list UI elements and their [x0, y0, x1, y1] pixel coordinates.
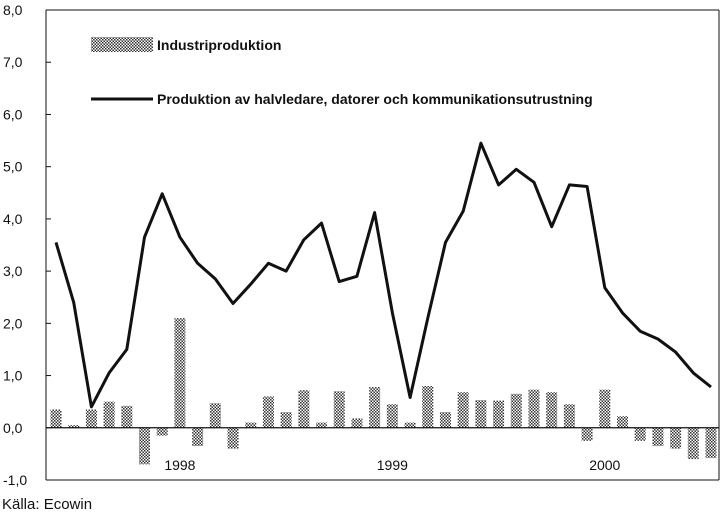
y-tick-label: 4,0 — [3, 211, 23, 227]
bar — [50, 409, 62, 428]
bar — [351, 418, 363, 428]
bar — [670, 427, 682, 449]
bar — [599, 389, 611, 428]
bar — [404, 422, 416, 428]
bar — [298, 390, 310, 428]
line-series-halvledare — [54, 141, 712, 409]
bar — [422, 386, 434, 428]
bar — [581, 427, 593, 441]
bar — [510, 393, 522, 428]
bar — [563, 404, 575, 428]
y-tick-label: 5,0 — [3, 159, 23, 175]
y-tick-label: 8,0 — [3, 2, 23, 18]
bar — [493, 400, 505, 428]
bar — [316, 422, 328, 428]
y-axis: 8,0 7,0 6,0 5,0 4,0 3,0 2,0 1,0 0,0 -1,0 — [3, 2, 51, 488]
bar — [192, 427, 204, 447]
x-tick-label: 1999 — [377, 457, 408, 473]
y-tick-label: 1,0 — [3, 368, 23, 384]
y-tick-label: 0,0 — [3, 420, 23, 436]
bar — [227, 427, 239, 449]
bar — [85, 409, 97, 428]
bar — [156, 427, 168, 436]
bar — [369, 387, 381, 428]
bar — [652, 427, 664, 447]
legend: Industriproduktion Produktion av halvled… — [91, 37, 593, 107]
y-tick-label: 6,0 — [3, 106, 23, 122]
bar — [103, 401, 115, 428]
bar — [386, 404, 398, 428]
bar — [475, 400, 487, 428]
legend-label-line: Produktion av halvledare, datorer och ko… — [157, 91, 593, 107]
bar-series-industriproduktion — [50, 318, 717, 465]
legend-label-bar: Industriproduktion — [157, 37, 281, 53]
bar — [546, 392, 558, 428]
bar — [705, 427, 717, 459]
y-tick-label: 2,0 — [3, 315, 23, 331]
bar — [333, 391, 345, 428]
bar — [616, 416, 628, 428]
bar — [634, 427, 646, 441]
bar — [139, 427, 151, 465]
y-tick-label: 3,0 — [3, 263, 23, 279]
bar — [687, 427, 699, 460]
legend-swatch-bar — [91, 37, 153, 52]
bar — [68, 425, 80, 428]
bar — [457, 392, 469, 428]
bar — [439, 412, 451, 428]
bar — [209, 403, 221, 428]
bar — [262, 396, 274, 428]
y-tick-label: -1,0 — [3, 472, 27, 488]
bar — [245, 422, 257, 428]
bar — [280, 412, 292, 428]
bar — [121, 405, 133, 428]
y-tick-label: 7,0 — [3, 54, 23, 70]
x-tick-label: 1998 — [164, 457, 195, 473]
source-note: Källa: Ecowin — [2, 496, 93, 513]
x-axis-labels: 1998 1999 2000 — [164, 457, 620, 473]
bar — [528, 389, 540, 428]
bar — [174, 318, 186, 428]
x-tick-label: 2000 — [589, 457, 620, 473]
